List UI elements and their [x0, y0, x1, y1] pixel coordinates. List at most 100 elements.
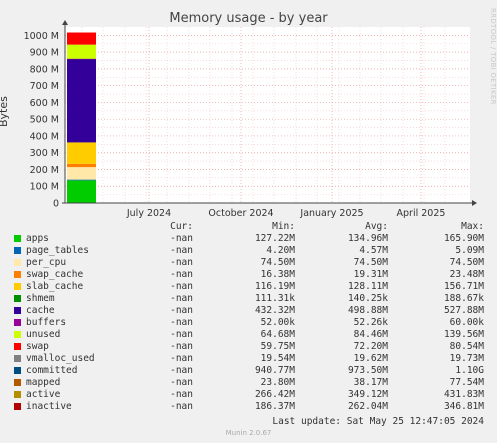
y-tick-label: 400 M	[30, 131, 59, 142]
legend-name: committed	[26, 365, 78, 376]
legend-name: shmem	[26, 293, 55, 304]
legend-cur: -nan	[170, 341, 193, 352]
legend-max: 165.90M	[443, 233, 484, 244]
legend-min: 940.77M	[254, 365, 295, 376]
legend-max: 23.48M	[449, 269, 484, 280]
legend-row-swap-cache: swap_cache -nan 16.38M 19.31M 23.48M	[0, 269, 497, 281]
legend-swatch	[14, 331, 21, 338]
y-tick-label: 500 M	[30, 115, 59, 126]
legend-avg: 84.46M	[353, 329, 388, 340]
legend-min: 74.50M	[260, 257, 295, 268]
legend-avg: 74.50M	[353, 257, 388, 268]
x-tick-label: October 2024	[208, 208, 273, 219]
legend-min: 19.54M	[260, 353, 295, 364]
legend-row-mapped: mapped -nan 23.80M 38.17M 77.54M	[0, 377, 497, 389]
y-tick-label: 900 M	[30, 48, 59, 59]
legend-avg: 140.25k	[347, 293, 388, 304]
legend-cur: -nan	[170, 329, 193, 340]
area-swap-cache	[67, 163, 96, 168]
legend-cur: -nan	[170, 257, 193, 268]
legend-swatch	[14, 295, 21, 302]
legend-row-active: active -nan 266.42M 349.12M 431.83M	[0, 389, 497, 401]
last-update: Last update: Sat May 25 12:47:05 2024	[272, 416, 484, 427]
legend-row-slab-cache: slab_cache -nan 116.19M 128.11M 156.71M	[0, 281, 497, 293]
header-cur: Cur:	[170, 221, 193, 232]
legend-swatch	[14, 235, 21, 242]
legend-cur: -nan	[170, 317, 193, 328]
legend-name: unused	[26, 329, 61, 340]
legend-cur: -nan	[170, 401, 193, 412]
legend-swatch	[14, 379, 21, 386]
legend-avg: 349.12M	[347, 389, 388, 400]
legend-row-shmem: shmem -nan 111.31k 140.25k 188.67k	[0, 293, 497, 305]
legend-min: 64.68M	[260, 329, 295, 340]
legend-min: 16.38M	[260, 269, 295, 280]
header-min: Min:	[272, 221, 295, 232]
legend-avg: 19.31M	[353, 269, 388, 280]
legend-avg: 4.57M	[359, 245, 388, 256]
legend-row-inactive: inactive -nan 186.37M 262.04M 346.81M	[0, 401, 497, 413]
legend-row-per-cpu: per_cpu -nan 74.50M 74.50M 74.50M	[0, 257, 497, 269]
legend-swatch	[14, 259, 21, 266]
legend-avg: 52.26k	[353, 317, 388, 328]
legend-max: 431.83M	[443, 389, 484, 400]
area-apps	[67, 180, 96, 203]
legend-name: per_cpu	[26, 257, 67, 268]
legend-swatch	[14, 307, 21, 314]
y-tick-label: 100 M	[30, 182, 59, 193]
legend-cur: -nan	[170, 353, 193, 364]
legend-min: 116.19M	[254, 281, 295, 292]
legend-name: swap	[26, 341, 49, 352]
legend-cur: -nan	[170, 389, 193, 400]
x-tick-label: January 2025	[299, 208, 363, 219]
legend-name: apps	[26, 233, 49, 244]
legend-avg: 128.11M	[347, 281, 388, 292]
legend-min: 111.31k	[254, 293, 295, 304]
y-tick-label: 0	[53, 199, 59, 210]
legend-max: 188.67k	[443, 293, 484, 304]
legend-swatch	[14, 343, 21, 350]
legend-header-row: Cur: Min: Avg: Max:	[0, 221, 497, 233]
legend-cur: -nan	[170, 245, 193, 256]
legend-swatch	[14, 391, 21, 398]
legend-min: 432.32M	[254, 305, 295, 316]
y-tick-label: 1000 M	[24, 31, 59, 42]
chart-title: Memory usage - by year	[169, 11, 328, 26]
y-tick-label: 600 M	[30, 98, 59, 109]
y-tick-label: 700 M	[30, 81, 59, 92]
area-per-cpu	[67, 167, 96, 180]
legend-name: buffers	[26, 317, 67, 328]
x-axis-arrow-icon	[472, 200, 477, 206]
legend-max: 19.73M	[449, 353, 484, 364]
area-cache	[67, 58, 96, 143]
legend-min: 127.22M	[254, 233, 295, 244]
legend-avg: 498.88M	[347, 305, 388, 316]
legend-name: mapped	[26, 377, 61, 388]
area-swap	[67, 32, 96, 45]
legend-swatch	[14, 403, 21, 410]
legend-swatch	[14, 355, 21, 362]
legend-max: 77.54M	[449, 377, 484, 388]
rrdtool-credit: RRDTOOL / TOBI OETIKER	[489, 8, 497, 105]
area-unused	[67, 44, 96, 59]
legend-max: 1.10G	[455, 365, 484, 376]
legend-name: slab_cache	[26, 281, 84, 292]
legend-table: Cur: Min: Avg: Max: apps -nan 127.22M 134.9…	[0, 221, 497, 413]
y-tick-label: 800 M	[30, 64, 59, 75]
legend-name: cache	[26, 305, 55, 316]
legend-max: 527.88M	[443, 305, 484, 316]
legend-avg: 973.50M	[347, 365, 388, 376]
legend-row-committed: committed -nan 940.77M 973.50M 1.10G	[0, 365, 497, 377]
legend-swatch	[14, 271, 21, 278]
legend-max: 139.56M	[443, 329, 484, 340]
legend-min: 52.00k	[260, 317, 295, 328]
legend-name: inactive	[26, 401, 72, 412]
plot-area	[65, 27, 470, 203]
y-axis-arrow-icon	[62, 20, 68, 25]
legend-avg: 72.20M	[353, 341, 388, 352]
legend-min: 186.37M	[254, 401, 295, 412]
legend-row-cache: cache -nan 432.32M 498.88M 527.88M	[0, 305, 497, 317]
legend-name: active	[26, 389, 61, 400]
legend-cur: -nan	[170, 377, 193, 388]
header-avg: Avg:	[365, 221, 388, 232]
